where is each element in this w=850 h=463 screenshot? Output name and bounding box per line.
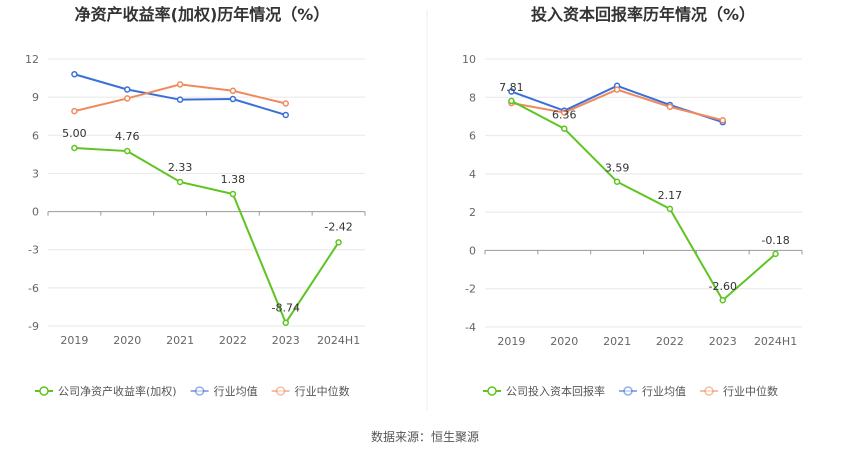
legend-item-3[interactable]: 行业中位数: [700, 384, 778, 398]
legend-item-1[interactable]: 公司净资产收益率(加权): [35, 384, 177, 398]
data-point: [772, 250, 779, 258]
chart-panel-1: 净资产收益率(加权)历年情况（%） -9 -6 -3 0 3 6 9 12 2019 2020 202…: [25, 5, 366, 398]
data-point: [335, 239, 342, 246]
data-point: [176, 178, 184, 186]
data-point: [613, 178, 621, 185]
x-tick-label: 2024H1: [317, 334, 360, 347]
legend-swatch-marker: [704, 386, 714, 396]
data-label: -0.18: [761, 234, 789, 247]
data-point: [719, 296, 726, 304]
data-point: [229, 190, 237, 198]
data-point: [229, 87, 237, 95]
legend-swatch-marker: [623, 386, 633, 396]
data-label: 5.00: [62, 127, 87, 140]
series-line-1: [510, 100, 777, 302]
data-label: 3.59: [605, 162, 630, 175]
data-point: [561, 125, 568, 132]
x-tick-label: 2020: [550, 335, 578, 348]
data-label: -2.60: [709, 280, 737, 293]
series-line-3: [511, 88, 723, 122]
data-point: [71, 144, 78, 152]
data-point: [282, 111, 289, 119]
x-tick-label: 2023: [272, 334, 300, 347]
legend-label: 行业中位数: [723, 384, 778, 398]
y-tick-label: 9: [32, 91, 39, 104]
data-label: 7.81: [499, 81, 524, 94]
data-label: 2.33: [168, 161, 193, 174]
legend-item-2[interactable]: 行业均值: [190, 385, 258, 398]
data-point: [124, 86, 131, 93]
data-point: [229, 95, 237, 103]
legend-item-3[interactable]: 行业中位数: [271, 384, 350, 398]
x-tick-label: 2022: [219, 334, 247, 347]
legend-swatch-marker: [194, 386, 205, 396]
data-source-note: 数据来源：恒生聚源: [370, 430, 479, 444]
data-point: [71, 71, 78, 78]
data-label: 1.38: [221, 173, 246, 186]
data-point: [613, 86, 621, 93]
y-tick-label: 2: [469, 206, 476, 219]
y-tick-label: 8: [469, 91, 476, 104]
x-tick-label: 2021: [603, 335, 631, 348]
data-point: [282, 100, 289, 107]
data-point: [124, 95, 131, 102]
y-tick-label: 3: [32, 167, 39, 180]
y-tick-label: -6: [28, 282, 39, 295]
data-label: 4.76: [115, 130, 140, 143]
legend-item-1[interactable]: 公司投入资本回报率: [483, 384, 605, 398]
legend-label: 行业中位数: [295, 384, 350, 398]
x-tick-label: 2021: [166, 334, 194, 347]
chart-panel-2: 投入资本回报率历年情况（%） -4 -2 0 2 4 6 8 10 2019 2020 2021 202…: [462, 5, 803, 398]
y-tick-label: 0: [469, 244, 476, 257]
data-point: [282, 319, 289, 326]
data-label: -8.74: [272, 302, 300, 315]
data-point: [124, 147, 131, 155]
x-tick-label: 2019: [497, 335, 525, 348]
legend-item-2[interactable]: 行业均值: [619, 385, 686, 398]
data-point: [719, 117, 726, 124]
legend-swatch-marker: [39, 386, 49, 396]
data-point: [666, 205, 674, 213]
y-tick-label: 6: [469, 130, 476, 143]
y-tick-label: -9: [28, 320, 39, 333]
chart-title: 投入资本回报率历年情况（%）: [531, 5, 755, 24]
data-point: [561, 109, 568, 116]
data-point: [508, 97, 515, 105]
legend-label: 公司投入资本回报率: [506, 384, 605, 398]
legend-label: 行业均值: [642, 385, 686, 398]
legend-swatch-marker: [487, 386, 497, 396]
data-point: [176, 96, 184, 103]
y-tick-label: 10: [462, 53, 476, 66]
data-label: 6.36: [552, 109, 577, 122]
y-tick-label: -4: [465, 321, 476, 334]
y-tick-label: 0: [32, 206, 39, 219]
series-line-1: [74, 147, 340, 325]
chart-title: 净资产收益率(加权)历年情况（%）: [75, 5, 330, 24]
x-tick-label: 2022: [656, 335, 684, 348]
x-tick-label: 2023: [709, 335, 737, 348]
x-tick-label: 2019: [60, 334, 88, 347]
x-tick-label: 2020: [113, 334, 141, 347]
data-label: 2.17: [658, 189, 683, 202]
legend-swatch-marker: [275, 386, 286, 396]
y-tick-label: 12: [25, 53, 39, 66]
data-label: -2.42: [324, 220, 352, 233]
legend-label: 公司净资产收益率(加权): [58, 384, 177, 398]
data-point: [666, 103, 674, 111]
data-point: [71, 107, 78, 115]
legend-label: 行业均值: [214, 385, 258, 398]
y-tick-label: -2: [465, 283, 476, 296]
data-point: [176, 81, 184, 88]
data-point: [508, 88, 515, 95]
y-tick-label: -3: [28, 244, 39, 257]
x-tick-label: 2024H1: [754, 335, 797, 348]
y-tick-label: 6: [32, 129, 39, 142]
series-line-2: [74, 73, 287, 116]
y-tick-label: 4: [469, 168, 476, 181]
